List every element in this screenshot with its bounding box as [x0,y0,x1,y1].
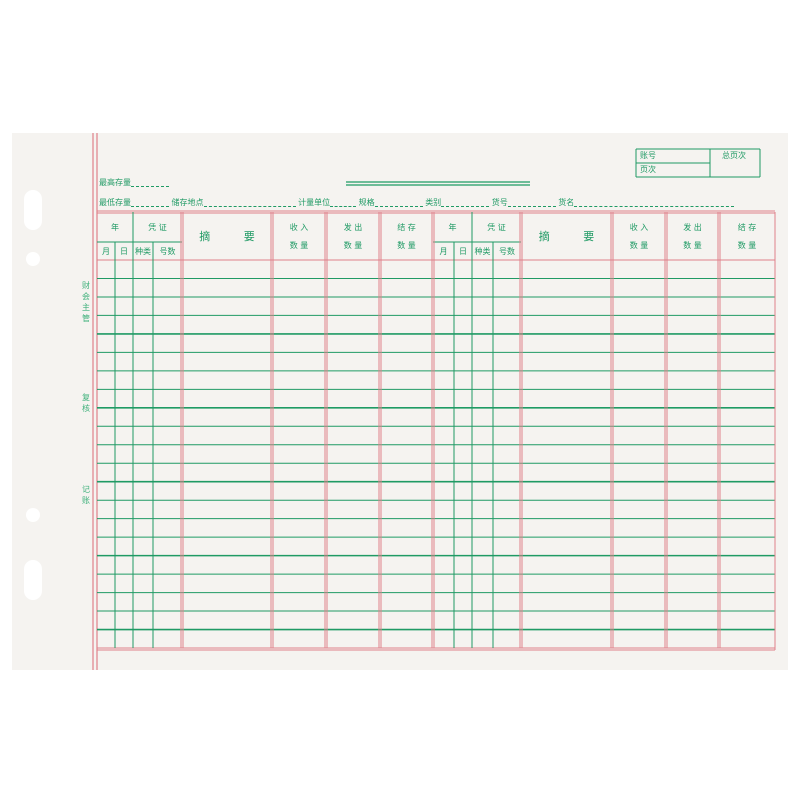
expense-header: 发 出 [683,223,702,232]
month-header: 月 [439,247,448,256]
storage-location-label: 储存地点 [171,198,204,207]
quantity-header: 数 量 [397,241,416,250]
account-no-label: 账号 [640,151,656,160]
min-stock-label: 最低存量 [99,198,131,207]
quantity-header: 数 量 [343,241,363,250]
binder-hole [24,190,42,230]
supervisor-label: 财会主管 [82,281,90,323]
unit-label: 计量单位 [298,198,331,207]
quantity-header: 数 量 [289,241,309,250]
quantity-header: 数 量 [629,241,649,250]
binder-hole [24,560,42,600]
total-pages-label: 总页次 [722,151,746,160]
year-header: 年 [448,223,457,232]
binder-hole [26,252,40,266]
number-header: 号数 [499,247,515,256]
info-row: 最低存量 储存地点 计量单位 规格 类别 货号 货名 [99,198,735,207]
summary-header: 摘 要 [199,230,255,243]
item-name-label: 货名 [558,198,575,207]
summary-header: 摘 要 [538,230,595,243]
kind-header: 种类 [135,247,151,256]
month-header: 月 [102,247,110,256]
spec-label: 规格 [358,198,375,207]
max-stock-field[interactable]: 最高存量 [99,178,169,187]
review-label: 复核 [82,393,90,413]
bookkeeping-label: 记账 [82,485,90,505]
ledger-sheet [12,133,788,670]
voucher-header: 凭 证 [487,223,506,232]
balance-header: 结 存 [397,223,416,232]
year-header: 年 [111,223,119,232]
page-label: 页次 [640,165,656,174]
binder-hole [26,508,40,522]
max-stock-label: 最高存量 [99,178,131,187]
kind-header: 种类 [474,247,491,256]
income-header: 收 入 [289,223,309,232]
number-header: 号数 [159,247,176,256]
item-no-label: 货号 [491,198,508,207]
day-header: 日 [120,247,128,256]
expense-header: 发 出 [343,223,363,232]
quantity-header: 数 量 [737,241,757,250]
category-label: 类别 [425,198,442,207]
balance-header: 结 存 [737,223,757,232]
income-header: 收 入 [629,223,649,232]
voucher-header: 凭 证 [148,223,167,232]
quantity-header: 数 量 [683,241,702,250]
day-header: 日 [459,247,467,256]
